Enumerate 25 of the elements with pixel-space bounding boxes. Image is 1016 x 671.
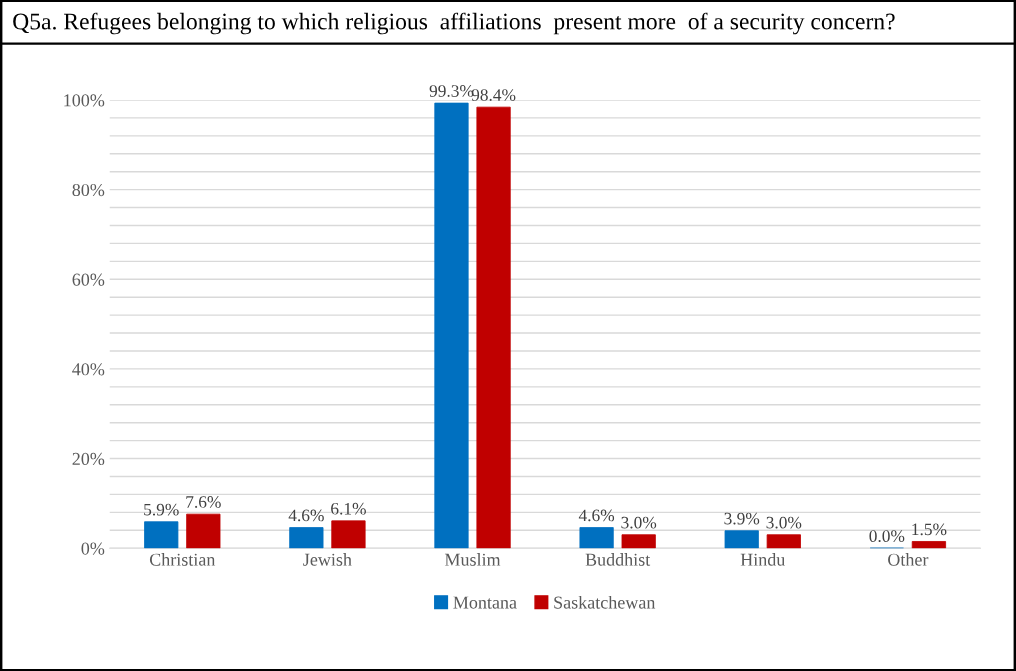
- x-tick-label: Jewish: [303, 553, 352, 566]
- x-tick-label: Other: [888, 553, 929, 566]
- chart-title: Q5a. Refugees belonging to which religious affiliations present more of a security concern?: [13, 12, 895, 35]
- data-label: 4.6%: [578, 509, 615, 522]
- legend-label: Montana: [453, 596, 517, 609]
- data-label: 6.1%: [331, 502, 366, 515]
- legend-label: Saskatchewan: [554, 595, 656, 609]
- x-tick-label: Christian: [149, 553, 216, 566]
- y-tick-label: 100%: [64, 94, 105, 107]
- data-label: 4.6%: [288, 509, 324, 522]
- x-tick-label: Buddhist: [585, 553, 651, 566]
- y-tick-label: 20%: [72, 452, 105, 466]
- data-label: 5.9%: [144, 503, 179, 516]
- y-tick-label: 60%: [72, 273, 105, 286]
- data-label: 7.6%: [186, 496, 221, 508]
- y-tick-label: 40%: [72, 363, 105, 376]
- data-label: 3.0%: [621, 516, 657, 529]
- y-tick-label: 0%: [81, 542, 105, 555]
- x-tick-label: Muslim: [444, 553, 501, 566]
- data-label: 3.9%: [724, 512, 760, 525]
- data-label: 0.0%: [869, 530, 905, 542]
- x-tick-label: Hindu: [740, 553, 786, 566]
- y-tick-label: 80%: [72, 183, 105, 197]
- data-label: 3.0%: [766, 516, 802, 529]
- data-label: 1.5%: [912, 523, 947, 536]
